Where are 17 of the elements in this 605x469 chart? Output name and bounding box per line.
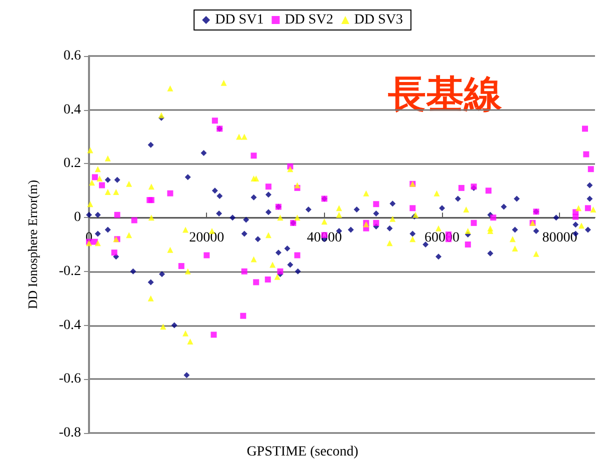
y-tick-label: 0.6 <box>64 48 81 64</box>
y-tick-label: -0.6 <box>58 372 81 387</box>
legend-label: DD SV2 <box>284 12 334 28</box>
y-tick-label: -0.8 <box>58 426 81 440</box>
x-tick-label: 0 <box>86 230 92 246</box>
legend-label: DD SV1 <box>215 12 264 28</box>
x-tick-label: 80000 <box>542 230 578 246</box>
x-tick-label: 20000 <box>189 230 224 246</box>
legend-label: DD SV3 <box>354 12 403 28</box>
x-axis-title: GPSTIME (second) <box>246 444 359 460</box>
y-tick-label: 0 <box>74 210 81 226</box>
y-axis-title: DD Ionosphere Error(m) <box>25 180 40 310</box>
annotation: 長基線 <box>387 74 503 116</box>
y-tick-label: -0.2 <box>58 264 81 279</box>
y-tick-label: 0.2 <box>64 156 81 172</box>
y-tick-label: -0.4 <box>58 318 81 333</box>
y-tick-label: 0.4 <box>64 102 81 118</box>
